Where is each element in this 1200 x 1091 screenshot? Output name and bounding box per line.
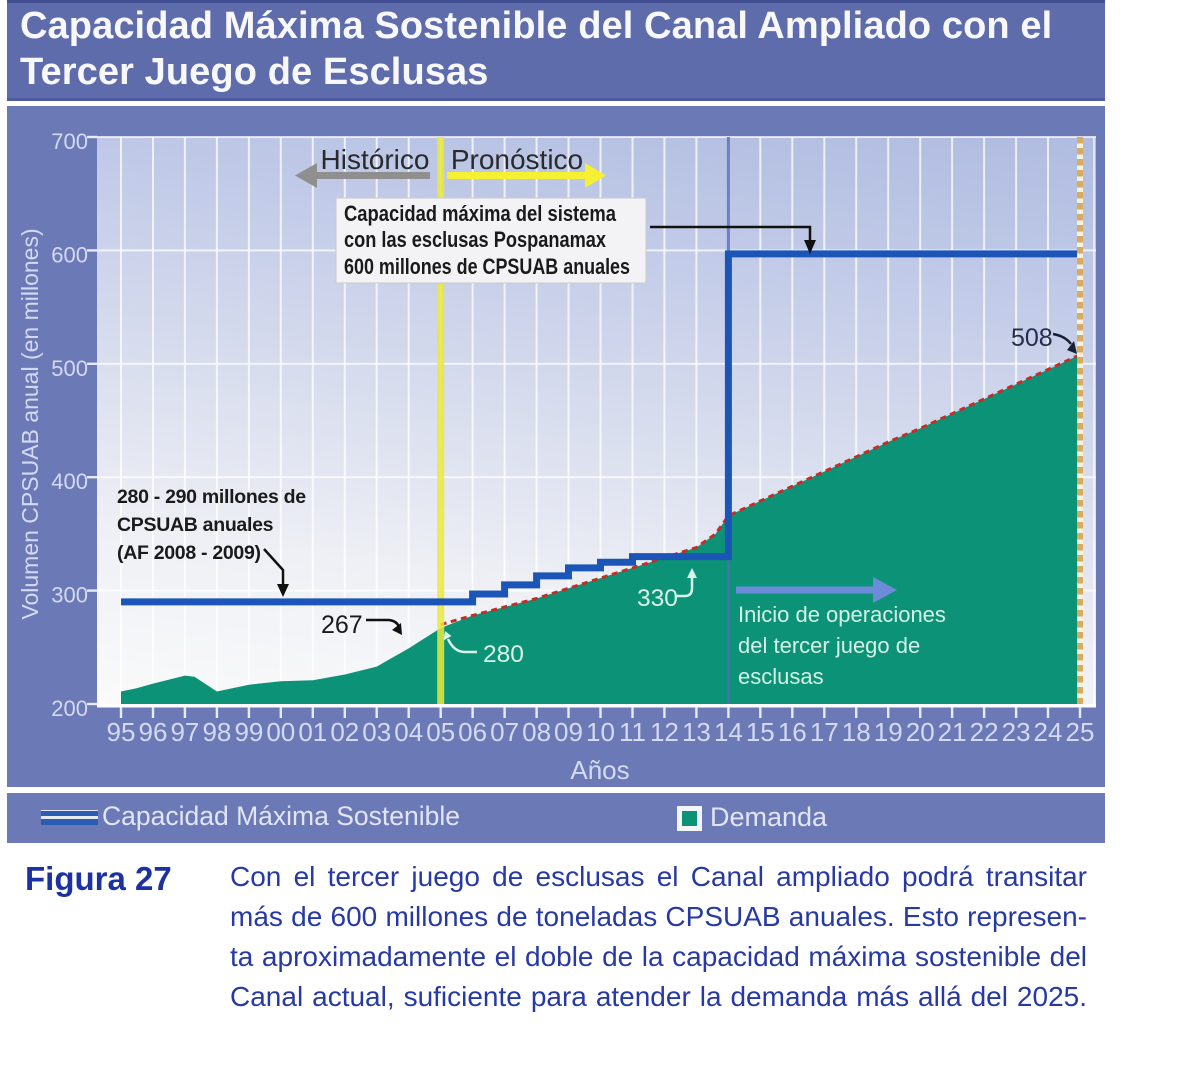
svg-text:98: 98 xyxy=(202,717,231,747)
svg-text:06: 06 xyxy=(458,717,487,747)
svg-text:280: 280 xyxy=(483,641,524,668)
svg-text:24: 24 xyxy=(1034,717,1063,747)
svg-text:330: 330 xyxy=(637,585,678,612)
svg-text:25: 25 xyxy=(1066,717,1095,747)
svg-text:267: 267 xyxy=(321,611,363,639)
svg-text:10: 10 xyxy=(586,717,615,747)
svg-text:23: 23 xyxy=(1002,717,1031,747)
svg-text:400: 400 xyxy=(51,469,88,494)
svg-text:20: 20 xyxy=(906,717,935,747)
svg-text:700: 700 xyxy=(51,129,88,154)
svg-text:02: 02 xyxy=(330,717,359,747)
svg-text:16: 16 xyxy=(778,717,807,747)
svg-text:600 millones de CPSUAB anuales: 600 millones de CPSUAB anuales xyxy=(344,254,630,279)
svg-text:esclusas: esclusas xyxy=(738,664,824,689)
svg-text:Años: Años xyxy=(570,755,629,785)
svg-text:CPSUAB anuales: CPSUAB anuales xyxy=(117,514,274,536)
svg-text:del tercer juego de: del tercer juego de xyxy=(738,633,920,658)
svg-text:600: 600 xyxy=(51,242,88,267)
svg-text:08: 08 xyxy=(522,717,551,747)
svg-text:12: 12 xyxy=(650,717,679,747)
svg-text:Volumen CPSUAB anual (en millo: Volumen CPSUAB anual (en millones) xyxy=(17,228,43,619)
svg-text:280 - 290 millones de: 280 - 290 millones de xyxy=(117,486,306,508)
svg-text:con las esclusas Pospanamax: con las esclusas Pospanamax xyxy=(344,227,607,252)
svg-text:95: 95 xyxy=(107,717,136,747)
svg-text:99: 99 xyxy=(234,717,263,747)
svg-text:97: 97 xyxy=(170,717,199,747)
svg-text:05: 05 xyxy=(426,717,455,747)
svg-text:96: 96 xyxy=(139,717,168,747)
svg-text:500: 500 xyxy=(51,356,88,381)
svg-text:508: 508 xyxy=(1011,324,1053,352)
svg-text:300: 300 xyxy=(51,583,88,608)
svg-text:09: 09 xyxy=(554,717,583,747)
svg-text:(AF 2008 - 2009): (AF 2008 - 2009) xyxy=(117,542,261,564)
svg-text:Histórico: Histórico xyxy=(321,144,430,175)
svg-text:11: 11 xyxy=(619,717,646,747)
svg-text:17: 17 xyxy=(810,717,839,747)
svg-text:Pronóstico: Pronóstico xyxy=(451,144,583,175)
svg-text:18: 18 xyxy=(842,717,871,747)
svg-text:00: 00 xyxy=(266,717,295,747)
svg-text:Inicio de operaciones: Inicio de operaciones xyxy=(738,602,946,627)
svg-text:Capacidad máxima del sistema: Capacidad máxima del sistema xyxy=(344,201,617,226)
svg-text:200: 200 xyxy=(51,696,88,721)
svg-text:15: 15 xyxy=(746,717,775,747)
svg-text:01: 01 xyxy=(298,717,327,747)
svg-text:03: 03 xyxy=(362,717,391,747)
svg-text:19: 19 xyxy=(874,717,903,747)
svg-text:22: 22 xyxy=(970,717,999,747)
svg-text:04: 04 xyxy=(394,717,423,747)
svg-text:13: 13 xyxy=(682,717,711,747)
svg-text:07: 07 xyxy=(490,717,519,747)
svg-text:14: 14 xyxy=(714,717,743,747)
svg-text:21: 21 xyxy=(938,717,967,747)
